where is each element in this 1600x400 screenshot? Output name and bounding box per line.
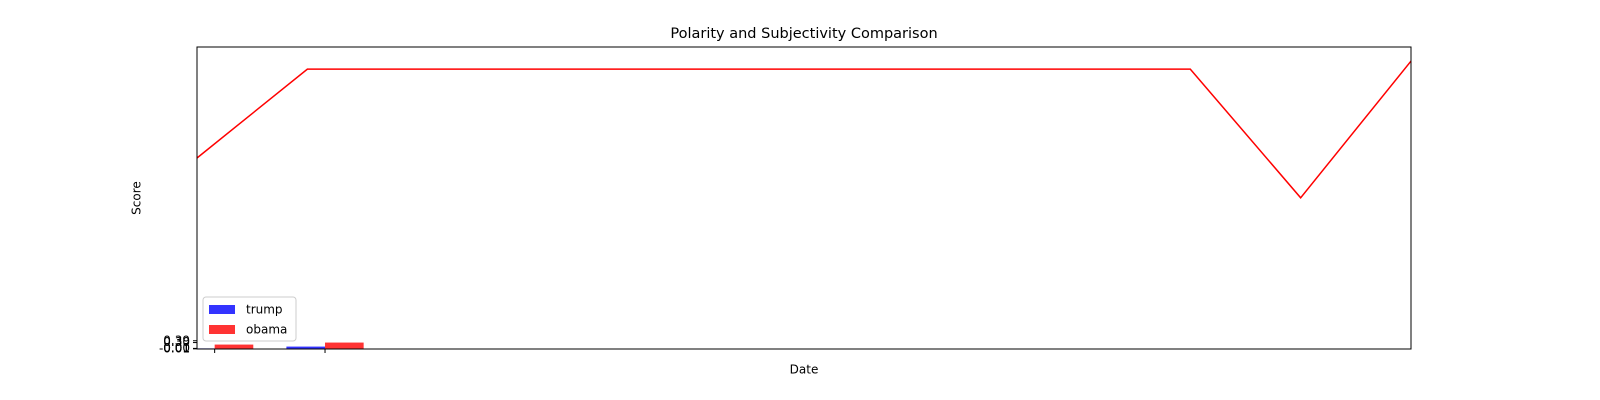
y-axis-label: Score bbox=[130, 181, 144, 215]
legend-swatch bbox=[209, 305, 235, 314]
x-axis-label: Date bbox=[790, 363, 819, 377]
legend-label: obama bbox=[246, 323, 287, 337]
bar bbox=[325, 342, 364, 349]
plot-frame bbox=[196, 46, 1412, 350]
bar bbox=[286, 346, 326, 349]
y-tick-label: 0.39 bbox=[163, 333, 190, 347]
legend-swatch bbox=[209, 325, 235, 334]
bar bbox=[214, 344, 254, 349]
line bbox=[197, 60, 1411, 199]
legend-label: trump bbox=[246, 303, 283, 317]
y-tick-label: 0.30 bbox=[163, 335, 190, 349]
y-tick-label: 0.00 bbox=[163, 341, 190, 355]
chart-title: Polarity and Subjectivity Comparison bbox=[670, 26, 937, 42]
y-tick-label: -0.01 bbox=[159, 341, 190, 355]
y-tick-label: 0.01 bbox=[163, 341, 190, 355]
